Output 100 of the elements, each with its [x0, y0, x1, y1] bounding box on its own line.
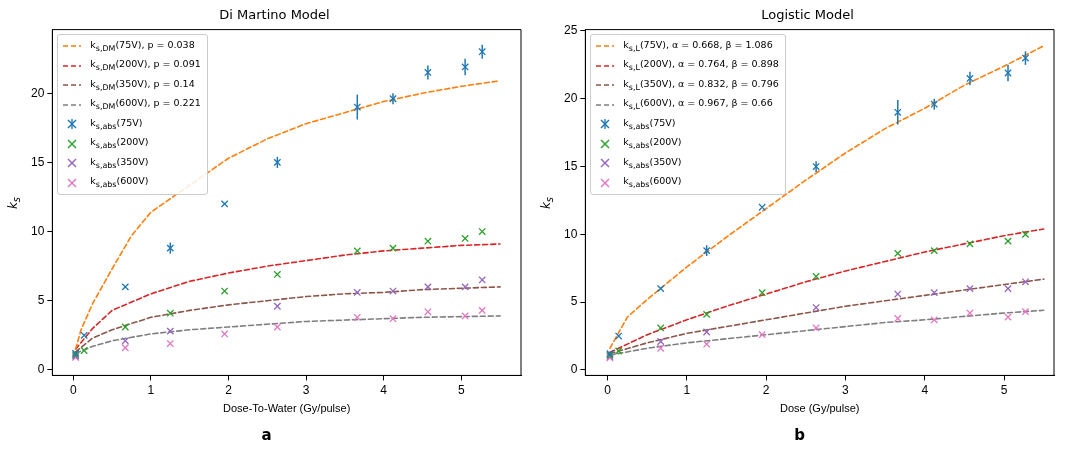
- x-tick-label: 0: [604, 382, 612, 397]
- x-axis-title: Dose-To-Water (Gy/pulse): [223, 402, 351, 415]
- point: [478, 306, 487, 315]
- point: [893, 108, 902, 117]
- point: [166, 339, 175, 348]
- x-tick-label: 4: [921, 382, 929, 397]
- x-tick-label: 3: [302, 382, 310, 397]
- point: [702, 328, 711, 336]
- point: [121, 323, 130, 331]
- point: [930, 246, 939, 255]
- point: [389, 244, 397, 252]
- legend-label: k$_{s,DM}$(75V), p = 0.038: [90, 37, 195, 55]
- y-tick-label: 10: [30, 223, 45, 238]
- legend-label: k$_{s,abs}$(75V): [90, 115, 143, 133]
- point: [893, 249, 902, 258]
- point: [1021, 230, 1030, 239]
- point: [1021, 54, 1030, 62]
- point: [353, 288, 362, 297]
- legend-label: k$_{s,abs}$(200V): [90, 135, 149, 152]
- point: [461, 234, 469, 243]
- point: [166, 309, 175, 317]
- y-tick-label: 25: [563, 23, 578, 38]
- point: [1004, 313, 1012, 321]
- point: [966, 240, 974, 248]
- y-tick-label: 5: [37, 293, 45, 308]
- point: [461, 63, 469, 71]
- point: [389, 287, 397, 295]
- point: [461, 283, 469, 291]
- point: [220, 200, 229, 208]
- point: [424, 283, 432, 291]
- point: [966, 309, 974, 317]
- text: a: [260, 426, 273, 444]
- point: [478, 47, 487, 56]
- y-tick-label: 0: [37, 362, 45, 377]
- point: [966, 74, 974, 83]
- text: b: [793, 426, 806, 444]
- point: [1004, 284, 1012, 293]
- y-tick-label: 0: [570, 362, 578, 377]
- point: [893, 290, 902, 298]
- x-tick-label: 5: [457, 382, 465, 397]
- point: [424, 307, 432, 316]
- x-tick-label: 4: [380, 382, 388, 397]
- point: [353, 313, 362, 322]
- legend-label: k$_{s,DM}$(600V), p = 0.221: [90, 96, 201, 113]
- y-tick-label: 20: [563, 91, 578, 106]
- point: [702, 310, 711, 319]
- point: [966, 284, 974, 293]
- point: [121, 336, 130, 345]
- point: [478, 227, 487, 236]
- x-axis-title: Dose (Gy/pulse): [779, 402, 860, 415]
- x-tick-label: 0: [69, 382, 77, 397]
- point: [389, 94, 397, 103]
- point: [353, 103, 362, 111]
- point: [80, 346, 88, 355]
- point: [478, 276, 487, 284]
- point: [758, 203, 767, 212]
- legend-label: k$_{s,L}$(350V), α = 0.832, β = 0.796: [623, 76, 779, 94]
- y-tick-label: 15: [30, 154, 45, 169]
- legend-label: k$_{s,DM}$(350V), p = 0.14: [90, 76, 195, 94]
- line-series: [609, 228, 1045, 354]
- legend-label: k$_{s,abs}$(600V): [90, 174, 149, 191]
- point: [121, 343, 130, 352]
- point: [812, 162, 820, 171]
- legend-label: k$_{s,DM}$(200V), p = 0.091: [90, 57, 201, 74]
- line-series: [74, 243, 501, 350]
- point: [656, 344, 665, 353]
- legend-label: k$_{s,abs}$(75V): [623, 115, 676, 133]
- y-tick-label: 20: [30, 85, 45, 100]
- legend-label: k$_{s,abs}$(350V): [623, 154, 682, 172]
- point: [702, 340, 711, 349]
- legend-label: k$_{s,L}$(200V), α = 0.764, β = 0.898: [623, 57, 779, 74]
- point: [930, 315, 939, 324]
- x-tick-label: 3: [842, 382, 850, 397]
- point: [930, 100, 939, 109]
- point: [220, 330, 229, 338]
- chart-title: Logistic Model: [761, 7, 854, 23]
- point: [1021, 278, 1030, 286]
- point: [812, 324, 820, 332]
- point: [220, 287, 229, 295]
- point: [166, 327, 175, 335]
- x-tick-label: 5: [1000, 382, 1008, 397]
- x-tick-label: 2: [762, 382, 770, 397]
- point: [656, 337, 665, 346]
- point: [758, 330, 767, 339]
- legend-label: k$_{s,L}$(75V), α = 0.668, β = 1.086: [623, 37, 773, 55]
- legend-label: k$_{s,abs}$(600V): [623, 174, 682, 191]
- x-tick-label: 1: [683, 382, 691, 397]
- y-tick-label: 10: [563, 226, 578, 241]
- point: [1021, 307, 1030, 316]
- line-series: [74, 79, 501, 350]
- point: [930, 288, 939, 297]
- x-tick-label: 2: [225, 382, 233, 397]
- x-tick-label: 1: [147, 382, 155, 397]
- point: [273, 323, 282, 331]
- point: [353, 247, 362, 255]
- point: [461, 312, 469, 320]
- point: [273, 302, 282, 311]
- point: [656, 284, 665, 293]
- point: [121, 283, 130, 291]
- point: [1004, 237, 1012, 245]
